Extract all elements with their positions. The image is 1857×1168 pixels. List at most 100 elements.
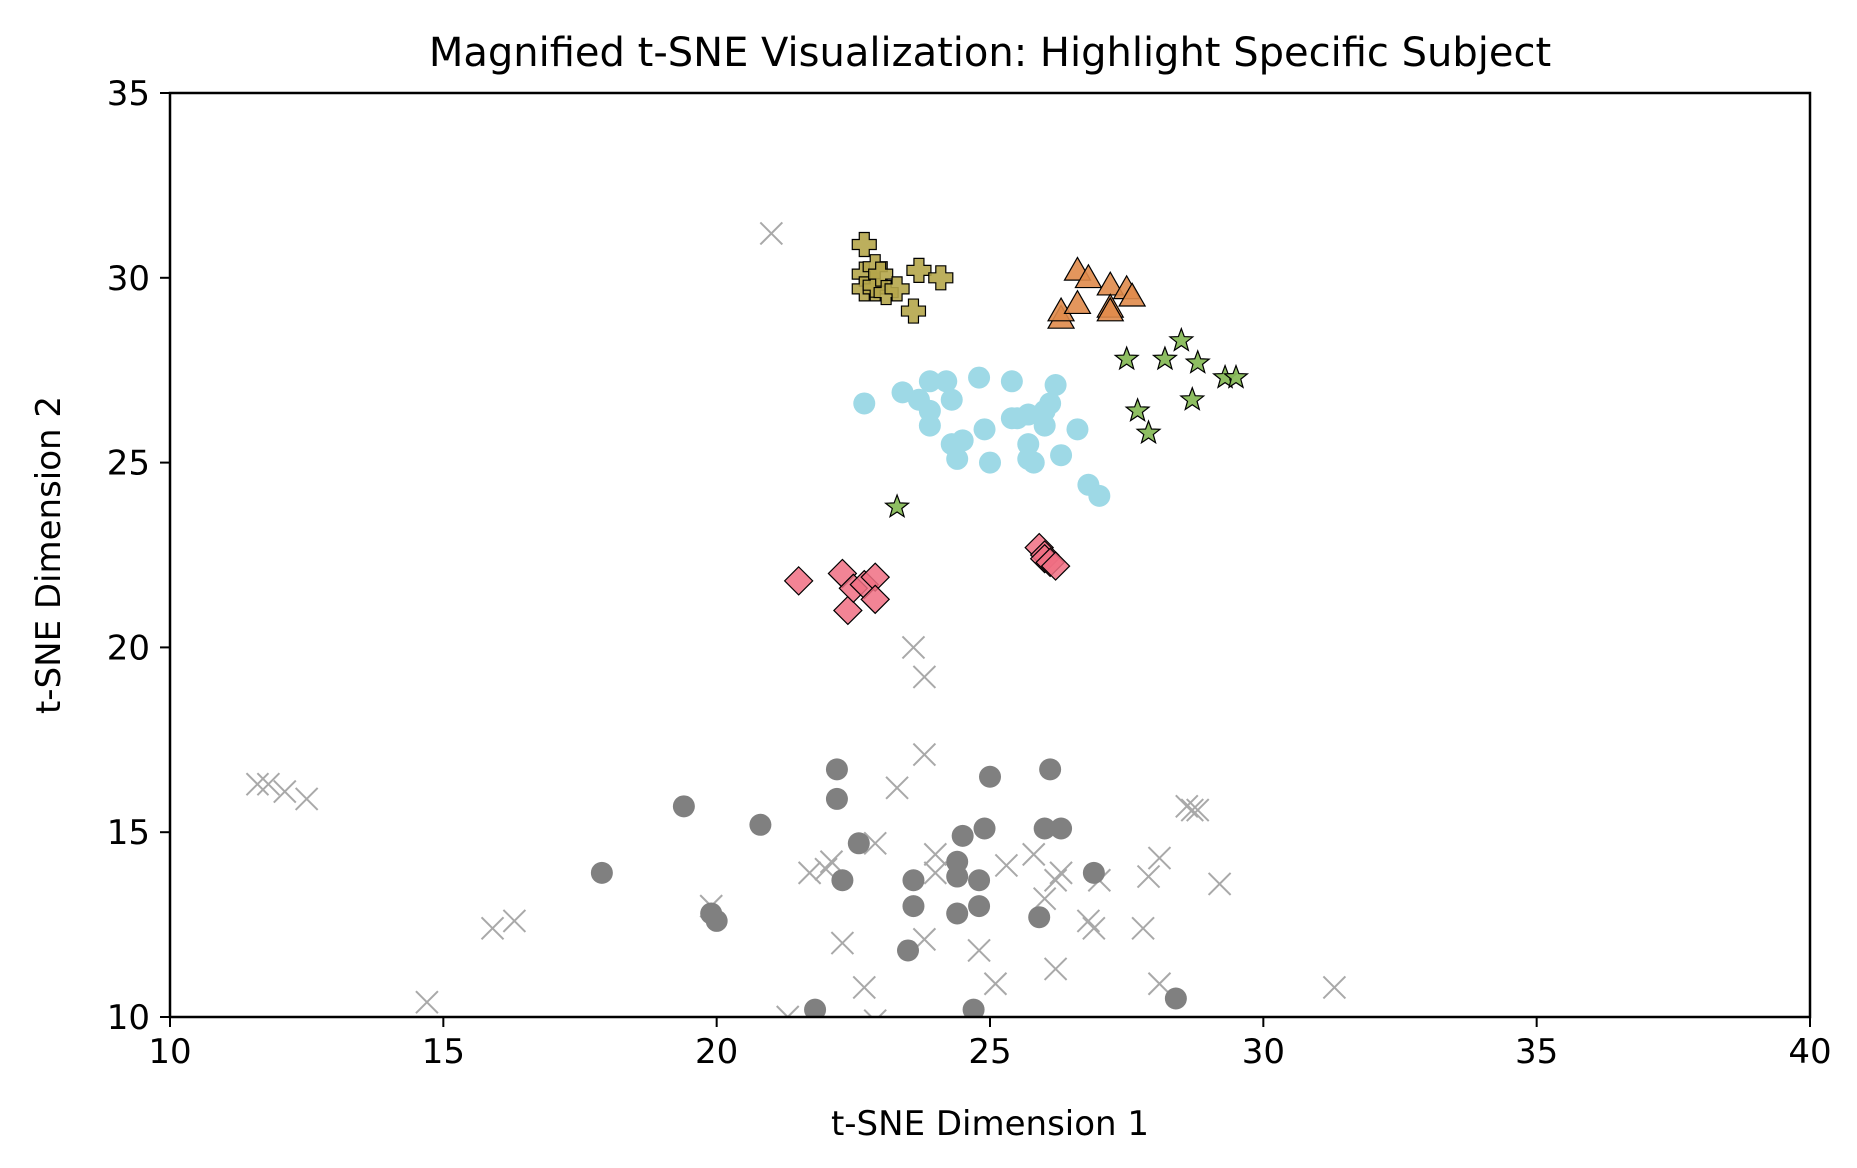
series-background-x — [245, 221, 1347, 1017]
data-point — [863, 831, 887, 855]
series-pink-diamonds — [783, 532, 1071, 626]
data-point — [1043, 957, 1068, 981]
plot-area — [245, 221, 1347, 1017]
data-point — [819, 850, 844, 874]
data-point — [1164, 987, 1187, 1010]
data-point — [1136, 864, 1161, 889]
data-point — [979, 451, 1001, 474]
data-point — [853, 392, 876, 415]
data-point — [502, 909, 527, 933]
data-point — [1032, 887, 1057, 911]
data-point — [672, 795, 695, 818]
data-point — [831, 869, 854, 892]
data-point — [294, 787, 319, 811]
data-point — [804, 998, 827, 1017]
data-point — [480, 916, 505, 941]
data-point — [918, 370, 941, 393]
data-point — [245, 772, 270, 796]
data-point — [1135, 419, 1162, 445]
data-point — [1096, 296, 1125, 322]
data-point — [979, 765, 1001, 788]
data-point — [951, 824, 974, 847]
data-point — [1131, 916, 1155, 941]
data-point — [994, 853, 1019, 878]
chart-title: Magnified t-SNE Visualization: Highlight… — [429, 30, 1551, 76]
data-point — [1322, 975, 1347, 1000]
data-point — [1151, 345, 1178, 371]
data-point — [1000, 370, 1023, 393]
data-point — [983, 972, 1008, 996]
data-point — [1049, 861, 1073, 885]
data-point — [1044, 373, 1067, 396]
data-point — [1022, 451, 1045, 474]
data-point — [935, 370, 958, 393]
data-point — [1039, 758, 1062, 781]
data-point — [951, 429, 974, 452]
data-point — [1050, 817, 1073, 840]
data-point — [900, 298, 927, 324]
data-point — [885, 776, 909, 800]
data-point — [1082, 861, 1105, 884]
y-tick-label: 30 — [107, 259, 150, 299]
data-point — [1022, 842, 1046, 867]
data-point — [912, 742, 937, 767]
axis-ticks: 10 15 20 25 30 35 40 10 15 20 25 30 35 — [107, 74, 1832, 1072]
data-point — [902, 869, 925, 892]
series-light-blue-circles — [853, 366, 1111, 507]
data-point — [1186, 798, 1210, 822]
data-point — [884, 493, 911, 519]
data-point — [825, 787, 848, 810]
data-point — [923, 861, 948, 885]
y-axis-label: t-SNE Dimension 2 — [29, 396, 69, 714]
data-point — [1147, 846, 1172, 870]
data-point — [973, 817, 996, 840]
data-point — [825, 758, 848, 781]
data-point — [847, 832, 870, 855]
x-axis-label: t-SNE Dimension 1 — [831, 1104, 1149, 1144]
data-point — [906, 257, 932, 284]
data-point — [1184, 349, 1211, 374]
data-point — [946, 447, 969, 470]
series-olive-plus — [851, 231, 954, 324]
data-point — [415, 990, 439, 1014]
x-tick-label: 40 — [1788, 1032, 1831, 1072]
data-point — [1207, 872, 1232, 896]
data-point — [891, 381, 914, 404]
data-point — [1074, 263, 1103, 289]
data-point — [759, 221, 784, 246]
data-point — [946, 850, 969, 873]
data-point — [968, 366, 991, 389]
data-point — [1180, 798, 1204, 822]
data-point — [973, 418, 996, 441]
x-tick-label: 35 — [1515, 1032, 1558, 1072]
data-point — [1082, 916, 1106, 941]
series-gray-circles — [590, 758, 1187, 1017]
data-point — [1017, 403, 1040, 426]
data-point — [1063, 289, 1092, 315]
data-point — [1039, 392, 1062, 415]
data-point — [967, 938, 991, 963]
data-point — [918, 399, 941, 422]
data-point — [968, 895, 991, 918]
data-point — [830, 931, 855, 955]
series-green-stars — [884, 326, 1250, 519]
x-tick-label: 20 — [695, 1032, 738, 1072]
data-point — [1088, 484, 1111, 507]
x-tick-label: 25 — [968, 1032, 1011, 1072]
data-point — [928, 265, 954, 291]
data-point — [860, 584, 891, 615]
data-point — [749, 813, 772, 836]
data-point — [962, 998, 985, 1017]
series-orange-triangles — [1047, 256, 1147, 329]
data-point — [1124, 397, 1151, 422]
data-point — [833, 595, 863, 626]
data-point — [1028, 906, 1051, 929]
x-tick-label: 30 — [1242, 1032, 1285, 1072]
data-point — [897, 939, 919, 962]
data-point — [590, 861, 613, 884]
data-point — [797, 861, 822, 885]
data-point — [884, 276, 910, 302]
x-tick-label: 15 — [422, 1032, 465, 1072]
data-point — [902, 895, 925, 918]
